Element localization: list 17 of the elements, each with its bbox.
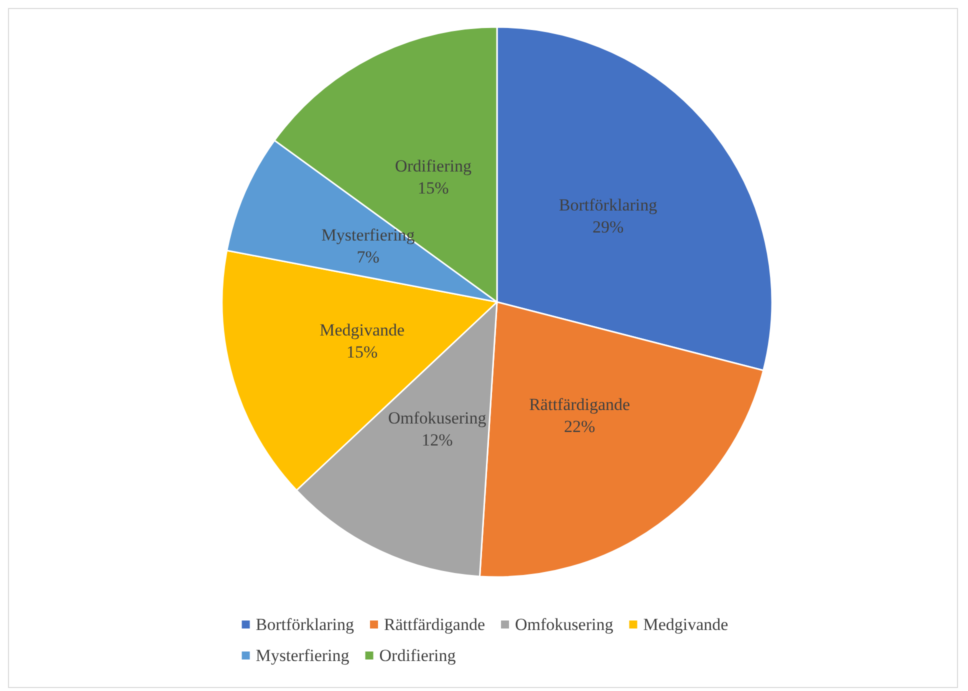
data-label: 12% <box>422 430 453 450</box>
slice-label: Bortförklaring <box>558 195 658 214</box>
slice-label: Ordifiering <box>394 156 472 176</box>
legend-label: Medgivande <box>643 615 728 634</box>
legend-label: Omfokusering <box>515 615 614 634</box>
slice-label: Medgivande <box>320 320 405 340</box>
data-label: 7% <box>356 248 380 267</box>
legend-label: Rättfärdigande <box>384 615 486 634</box>
legend-label: Mysterfiering <box>256 646 350 665</box>
data-label: 22% <box>564 417 596 436</box>
data-label: 29% <box>592 217 624 236</box>
legend-label: Ordifiering <box>379 646 456 665</box>
slice-label: Omfokusering <box>388 408 487 428</box>
data-label: 15% <box>346 342 378 362</box>
data-label: 15% <box>418 178 449 198</box>
slice-label: Rättfärdigande <box>529 395 630 414</box>
legend-label: Bortförklaring <box>256 615 354 634</box>
